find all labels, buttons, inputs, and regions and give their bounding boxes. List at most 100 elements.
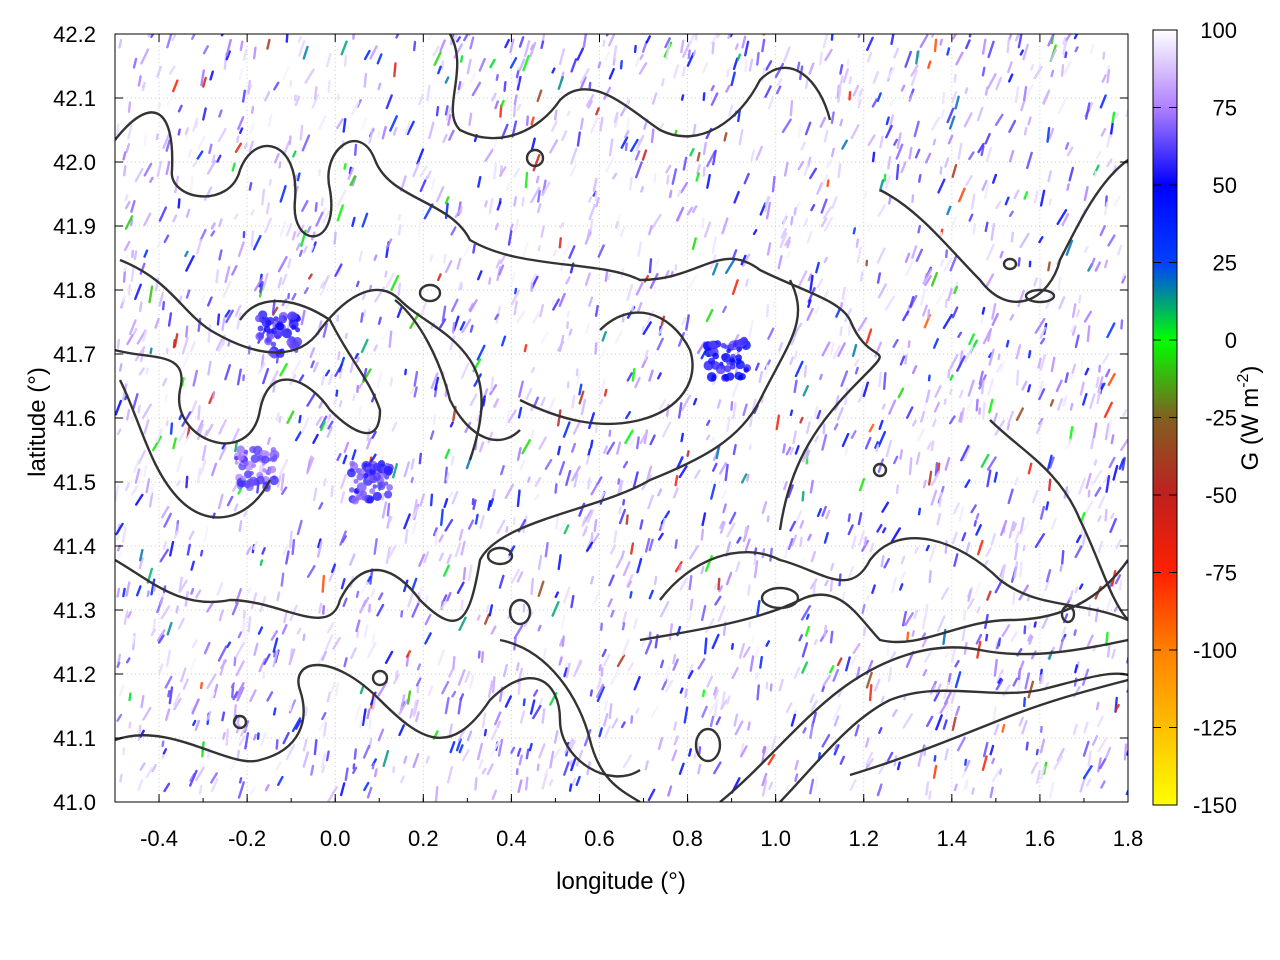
field-streak [950, 216, 958, 231]
field-streak [673, 721, 678, 731]
field-streak [1081, 392, 1088, 406]
field-streak [1080, 512, 1086, 522]
field-streak [459, 693, 465, 701]
field-streak [766, 515, 770, 523]
field-streak [781, 118, 792, 134]
field-streak [280, 572, 285, 587]
field-streak [143, 464, 148, 478]
field-streak [360, 312, 364, 323]
field-streak [215, 269, 220, 284]
field-streak [649, 434, 656, 446]
field-streak [355, 619, 361, 633]
field-streak [444, 518, 454, 532]
field-streak [261, 272, 269, 291]
field-streak [551, 601, 560, 617]
field-streak [840, 370, 849, 387]
y-tick-label: 42.1 [53, 86, 96, 111]
field-streak [244, 732, 250, 750]
field-streak [702, 92, 706, 102]
field-streak [222, 351, 228, 359]
field-streak [1094, 261, 1101, 272]
field-streak [135, 585, 142, 597]
field-streak [398, 724, 406, 737]
field-streak [441, 305, 447, 323]
field-streak [165, 160, 171, 176]
field-streak [237, 241, 245, 258]
field-streak [1118, 458, 1125, 470]
field-streak [782, 443, 786, 454]
field-patch-cell [734, 371, 743, 380]
field-streak [530, 116, 535, 126]
field-streak [822, 206, 832, 220]
field-streak [187, 148, 193, 158]
field-streak [355, 356, 360, 363]
field-streak [447, 113, 452, 127]
field-streak [381, 329, 390, 341]
field-streak [1037, 380, 1044, 397]
field-streak [901, 610, 908, 627]
field-streak [967, 598, 975, 610]
field-streak [505, 526, 509, 533]
field-streak [862, 627, 867, 637]
field-streak [264, 784, 270, 792]
field-streak [950, 691, 956, 704]
field-streak [250, 592, 258, 610]
field-streak [991, 173, 998, 184]
colorbar-tick-label: 50 [1213, 173, 1237, 198]
field-patch-cell [265, 337, 271, 342]
field-streak [249, 689, 257, 703]
field-patch-cell [290, 312, 298, 320]
field-streak [1080, 356, 1084, 374]
field-streak [200, 69, 205, 87]
field-streak [325, 413, 330, 428]
field-streak [1022, 544, 1026, 552]
field-streak [802, 385, 809, 397]
field-streak [741, 35, 747, 49]
field-streak [930, 470, 941, 487]
field-streak [588, 296, 594, 307]
contour-line [989, 419, 1128, 621]
field-streak [510, 272, 516, 285]
field-streak [324, 369, 331, 377]
field-streak [787, 537, 794, 551]
field-streak [1105, 368, 1111, 378]
field-streak [502, 663, 509, 678]
field-streak [968, 213, 974, 222]
field-streak [298, 374, 305, 382]
field-streak [784, 236, 792, 247]
field-streak [943, 690, 953, 705]
field-streak [154, 317, 160, 329]
field-streak [524, 171, 529, 189]
field-streak [904, 50, 912, 68]
field-streak [711, 236, 717, 255]
field-streak [794, 773, 799, 782]
field-streak [180, 667, 187, 683]
field-streak [226, 495, 234, 507]
field-streak [981, 179, 988, 191]
field-streak [609, 544, 617, 555]
x-tick-label: 1.4 [937, 826, 968, 851]
field-patch-cell [280, 329, 288, 337]
field-streak [1012, 591, 1016, 605]
field-streak [839, 64, 844, 75]
field-streak [1022, 43, 1029, 61]
field-streak [570, 147, 578, 165]
field-streak [551, 120, 558, 132]
y-tick-label: 42.2 [53, 22, 96, 47]
field-streak [826, 179, 830, 188]
field-streak [821, 734, 831, 748]
field-streak [141, 403, 152, 419]
field-streak [1016, 677, 1022, 695]
field-streak [177, 128, 181, 136]
field-streak [1006, 38, 1011, 54]
field-streak [584, 323, 590, 335]
field-streak [610, 609, 615, 618]
field-streak [810, 550, 817, 563]
field-streak [371, 633, 375, 645]
field-streak [659, 122, 665, 130]
field-streak [137, 724, 142, 742]
field-streak [355, 590, 360, 598]
field-streak [839, 301, 843, 309]
field-streak [953, 502, 960, 515]
field-streak [487, 680, 494, 698]
